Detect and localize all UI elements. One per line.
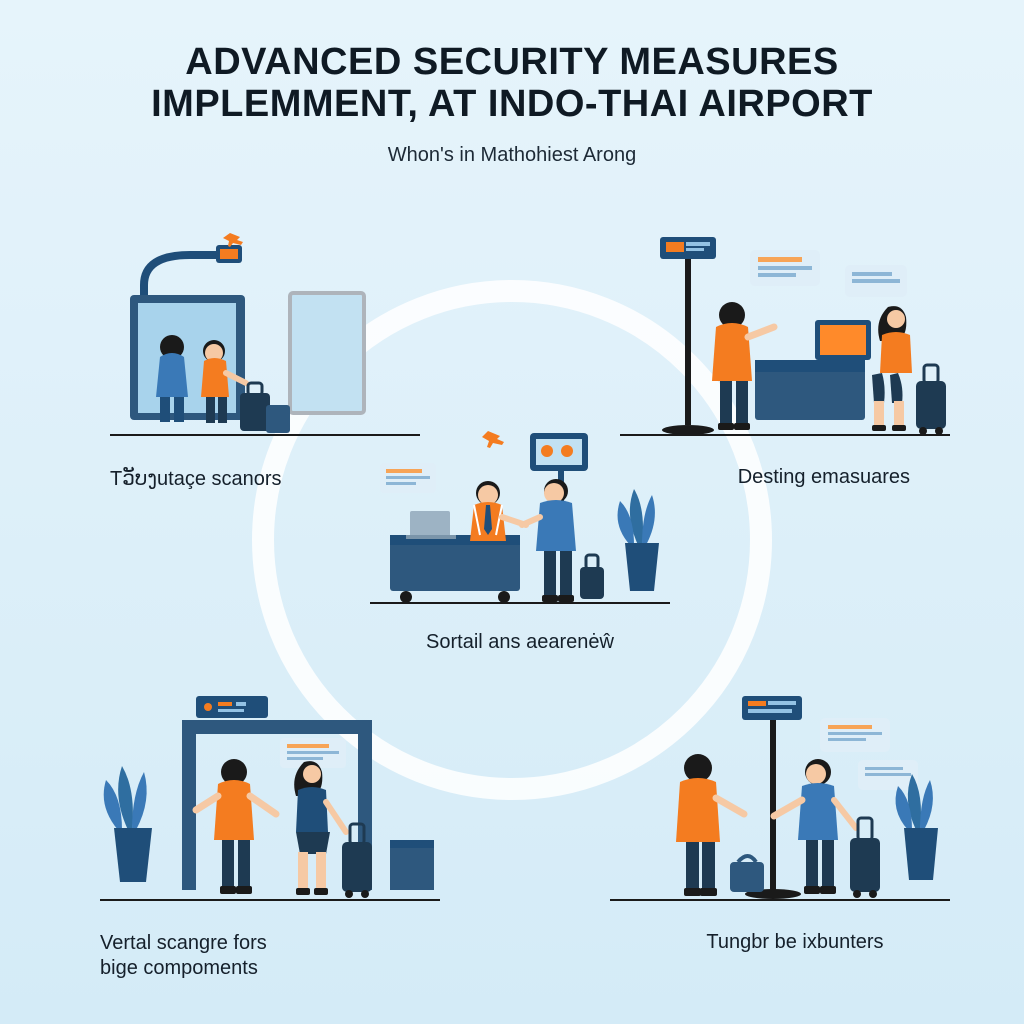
person-icon [470,481,526,541]
counter-scene [610,690,950,925]
caption-bottom-right: Tungbr be ixbunters [610,931,950,954]
panel-bottom-right: Tungbr be ixbunters [610,690,950,954]
plant-icon [104,766,152,882]
person-icon [196,759,276,894]
person-icon [872,306,912,431]
plant-icon [618,489,659,591]
gate-scene [100,690,440,925]
header: ADVANCED SECURITY MEASURES IMPLEMMENT, A… [0,0,1024,167]
desk-scene [370,425,670,625]
person-icon [774,759,856,894]
title-line-2: IMPLEMMENT, AT INDO-THAI AIRPORT [0,84,1024,126]
panel-bottom-left: Vertal scangre fors bige compoments [100,690,440,981]
subtitle: Whon's in Mathohiest Arong [0,144,1024,167]
speech-bubble-icon [750,250,820,286]
speech-bubble-icon [845,265,907,297]
panel-center: Sortail ans aearenėŵ [370,425,670,654]
title-line-1: ADVANCED SECURITY MEASURES [0,42,1024,84]
caption-bottom-left: Vertal scangre fors bige compoments [100,931,440,981]
person-icon [294,761,346,895]
caption-center: Sortail ans aearenėŵ [370,631,670,654]
speech-bubble-icon [820,718,890,752]
person-icon [522,479,576,602]
